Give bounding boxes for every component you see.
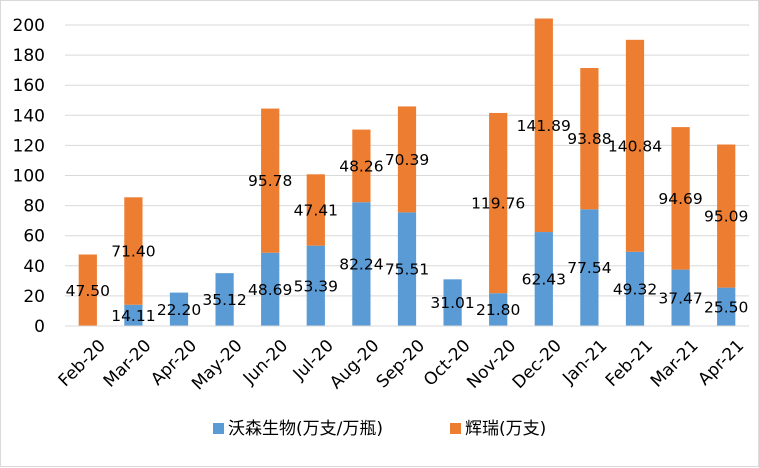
legend-swatch-pfizer xyxy=(450,423,461,434)
x-axis: Feb-20Mar-20Apr-20May-20Jun-20Jul-20Aug-… xyxy=(55,325,749,394)
x-tick-label: Apr-21 xyxy=(694,336,748,390)
bar-walvax-Nov-20 xyxy=(489,293,508,326)
data-label-walvax-Sep-20: 75.51 xyxy=(385,261,429,279)
data-label-pfizer-Jul-20: 47.41 xyxy=(294,201,338,219)
data-label-pfizer-Sep-20: 70.39 xyxy=(385,151,429,169)
data-label-walvax-Mar-20: 14.11 xyxy=(111,307,155,325)
y-tick-label: 20 xyxy=(23,287,45,307)
bar-walvax-Mar-21 xyxy=(671,269,690,326)
y-tick-label: 80 xyxy=(23,197,45,217)
bar-walvax-Aug-20 xyxy=(352,202,371,326)
bar-pfizer-Jun-20 xyxy=(261,108,280,253)
legend: 沃森生物(万支/万瓶) 辉瑞(万支) xyxy=(213,419,546,439)
data-label-pfizer-Mar-20: 71.40 xyxy=(111,243,155,261)
x-tick-label: Mar-20 xyxy=(100,336,156,392)
bar-walvax-Apr-20 xyxy=(169,292,189,326)
bar-walvax-May-20 xyxy=(215,273,234,326)
bar-pfizer-Dec-20 xyxy=(534,18,553,233)
bar-walvax-Apr-21 xyxy=(717,287,736,326)
data-label-walvax-Dec-20: 62.43 xyxy=(522,271,566,289)
legend-label-pfizer: 辉瑞(万支) xyxy=(465,419,546,439)
data-label-walvax-Aug-20: 82.24 xyxy=(339,256,383,274)
y-tick-label: 120 xyxy=(13,136,45,156)
y-tick-label: 40 xyxy=(23,257,45,277)
bar-pfizer-Jan-21 xyxy=(580,68,599,210)
bar-walvax-Jan-21 xyxy=(580,209,599,326)
data-label-walvax-May-20: 35.12 xyxy=(202,291,246,309)
y-tick-label: 200 xyxy=(13,16,45,36)
bars xyxy=(78,18,736,326)
data-label-pfizer-Apr-21: 95.09 xyxy=(704,208,748,226)
data-label-walvax-Apr-21: 25.50 xyxy=(704,298,748,316)
x-tick-label: Jan-21 xyxy=(558,336,611,389)
bar-walvax-Sep-20 xyxy=(397,212,417,326)
y-tick-label: 100 xyxy=(13,167,45,187)
bar-walvax-Dec-20 xyxy=(534,232,553,326)
data-label-pfizer-Mar-21: 94.69 xyxy=(658,190,702,208)
data-label-pfizer-Dec-20: 141.89 xyxy=(517,117,571,135)
bar-pfizer-Mar-20 xyxy=(124,197,143,305)
bar-walvax-Jul-20 xyxy=(306,245,325,326)
y-tick-label: 160 xyxy=(13,76,45,96)
data-label-pfizer-Aug-20: 48.26 xyxy=(339,157,383,175)
bar-walvax-Oct-20 xyxy=(443,279,462,326)
legend-label-walvax: 沃森生物(万支/万瓶) xyxy=(228,419,383,439)
bar-walvax-Mar-20 xyxy=(124,304,143,326)
data-label-walvax-Nov-20: 21.80 xyxy=(476,301,520,319)
legend-swatch-walvax xyxy=(213,423,224,434)
bar-pfizer-Feb-20 xyxy=(78,254,97,326)
data-label-walvax-Apr-20: 22.20 xyxy=(157,301,201,319)
y-axis: 0 20 40 60 80 100 120 140 160 180 200 xyxy=(13,16,45,337)
bar-pfizer-Feb-21 xyxy=(625,39,645,252)
data-label-pfizer-Feb-20: 47.50 xyxy=(66,282,110,300)
bar-pfizer-Mar-21 xyxy=(671,127,690,270)
y-tick-label: 140 xyxy=(13,106,45,126)
data-label-walvax-Feb-21: 49.32 xyxy=(613,280,657,298)
data-label-walvax-Mar-21: 37.47 xyxy=(658,289,702,307)
x-tick-label: Jun-20 xyxy=(239,336,292,389)
bar-pfizer-Jul-20 xyxy=(306,174,325,246)
bar-pfizer-Sep-20 xyxy=(397,106,417,213)
bar-pfizer-Nov-20 xyxy=(489,112,508,294)
y-tick-label: 0 xyxy=(34,317,45,337)
data-label-walvax-Jan-21: 77.54 xyxy=(567,259,611,277)
x-tick-label: Mar-21 xyxy=(647,336,703,392)
x-tick-label: May-20 xyxy=(188,336,246,394)
data-label-walvax-Jul-20: 53.39 xyxy=(294,277,338,295)
bar-pfizer-Apr-21 xyxy=(717,144,736,288)
data-label-pfizer-Feb-21: 140.84 xyxy=(608,137,662,155)
bar-walvax-Jun-20 xyxy=(261,252,280,326)
y-tick-label: 180 xyxy=(13,46,45,66)
data-label-pfizer-Jun-20: 95.78 xyxy=(248,172,292,190)
x-tick-label: Sep-20 xyxy=(373,336,429,392)
x-tick-label: Nov-20 xyxy=(463,336,520,393)
data-label-pfizer-Nov-20: 119.76 xyxy=(471,195,525,213)
bar-walvax-Feb-21 xyxy=(625,251,645,326)
x-tick-label: Aug-20 xyxy=(326,336,383,393)
y-tick-label: 60 xyxy=(23,227,45,247)
x-tick-label: Feb-21 xyxy=(602,336,657,391)
data-label-walvax-Oct-20: 31.01 xyxy=(430,294,474,312)
x-tick-label: Feb-20 xyxy=(55,336,110,391)
data-label-walvax-Jun-20: 48.69 xyxy=(248,281,292,299)
bar-pfizer-Aug-20 xyxy=(352,129,371,203)
data-label-pfizer-Jan-21: 93.88 xyxy=(567,130,611,148)
x-tick-label: Dec-20 xyxy=(509,336,566,393)
